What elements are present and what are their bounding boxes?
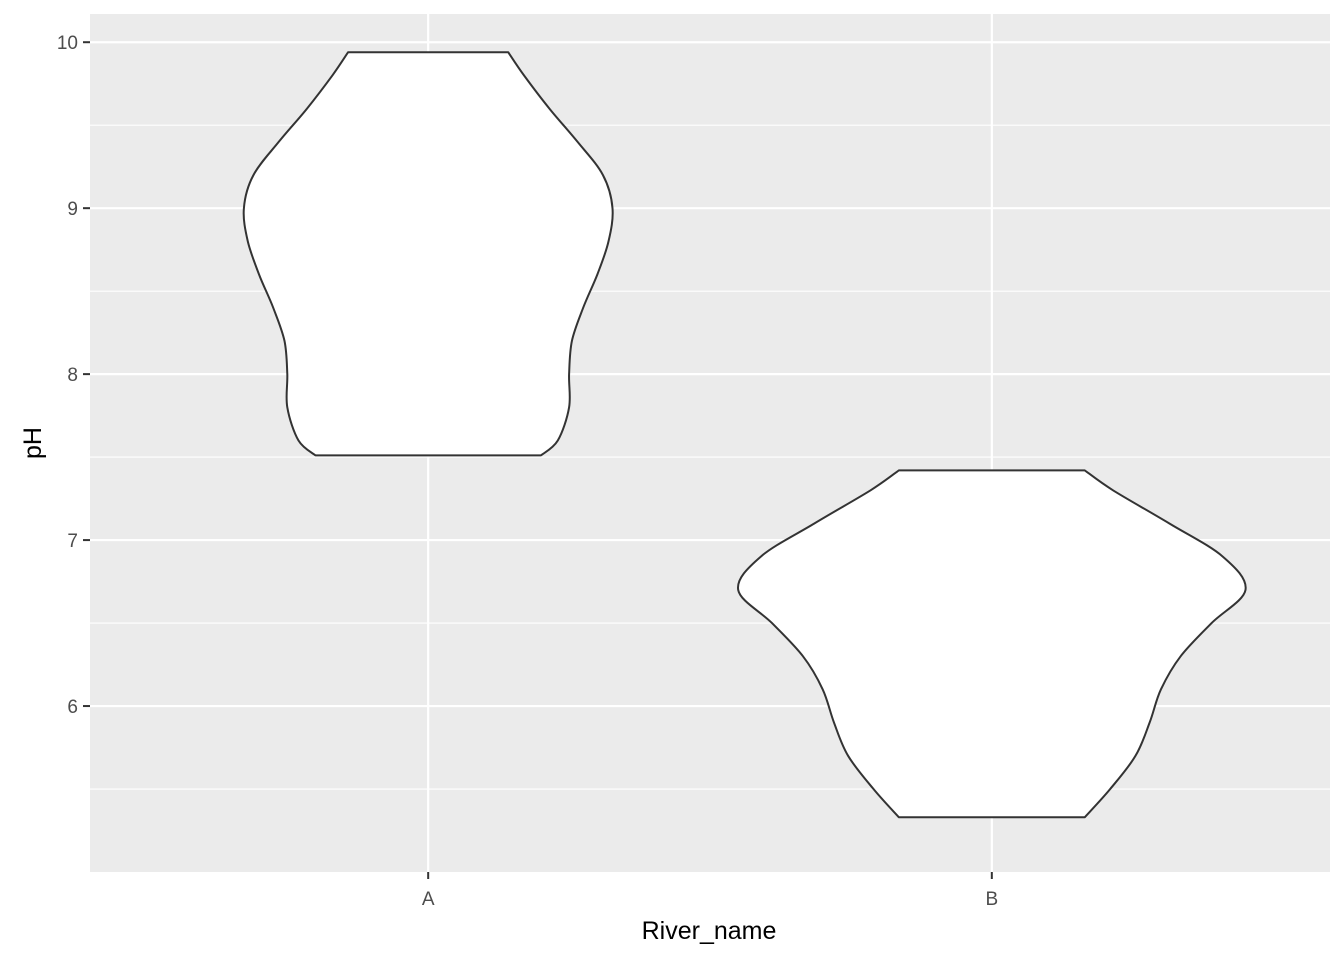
x-axis-title: River_name [642,917,777,945]
y-tick-label: 6 [67,697,78,718]
y-axis: 6 7 8 9 10 [57,33,90,718]
violin-b [737,469,1247,819]
y-tick-label: 8 [67,365,78,386]
x-tick-label: B [985,889,998,910]
violin-a [242,51,614,457]
y-axis-title: pH [19,427,47,459]
plot-panel [90,14,1330,872]
x-tick-label: A [422,889,435,910]
violin-layer [242,51,1247,819]
y-tick-label: 7 [67,531,78,552]
y-tick-label: 9 [67,199,78,220]
y-tick-label: 10 [57,33,78,54]
